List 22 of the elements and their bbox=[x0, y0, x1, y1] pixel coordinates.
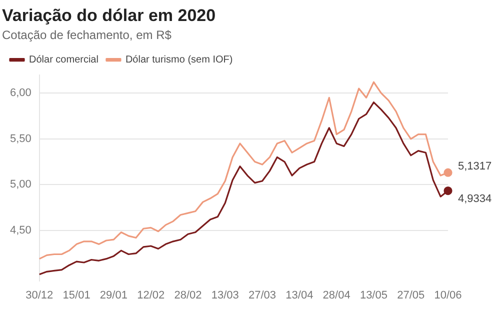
y-tick-label: 5,00 bbox=[10, 178, 32, 191]
x-tick-label: 30/12 bbox=[26, 289, 54, 302]
x-tick-label: 27/03 bbox=[248, 289, 276, 302]
y-tick-label: 6,00 bbox=[10, 87, 32, 100]
legend-label: Dólar comercial bbox=[29, 54, 98, 66]
x-tick-label: 28/02 bbox=[174, 289, 202, 302]
x-tick-label: 13/03 bbox=[211, 289, 239, 302]
x-tick-label: 28/04 bbox=[322, 289, 350, 302]
chart-title: Variação do dólar em 2020 bbox=[2, 6, 216, 25]
data-label: 5,1317 bbox=[458, 160, 492, 173]
y-tick-label: 5,50 bbox=[10, 132, 32, 145]
x-tick-label: 13/04 bbox=[286, 289, 314, 302]
x-tick-label: 15/01 bbox=[62, 289, 90, 302]
data-label: 4,9334 bbox=[458, 192, 492, 205]
x-tick-label: 29/01 bbox=[100, 289, 128, 302]
x-tick-label: 13/05 bbox=[360, 289, 388, 302]
x-tick-label: 10/06 bbox=[434, 289, 462, 302]
y-tick-label: 4,50 bbox=[10, 224, 32, 236]
legend-label: Dólar turismo (sem IOF) bbox=[125, 54, 233, 66]
chart-subtitle: Cotação de fechamento, em R$ bbox=[2, 28, 172, 42]
x-tick-label: 27/05 bbox=[397, 289, 425, 302]
x-tick-label: 12/02 bbox=[137, 289, 165, 302]
